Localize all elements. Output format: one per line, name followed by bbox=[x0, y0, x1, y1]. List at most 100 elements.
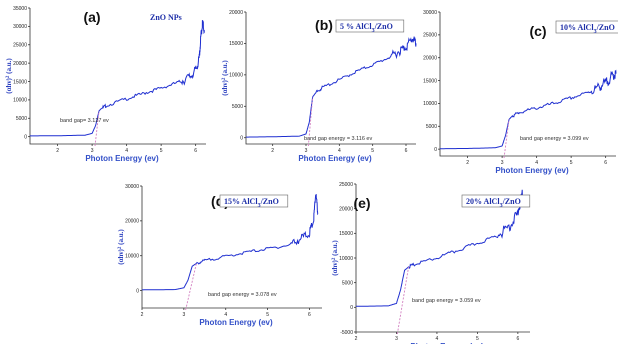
absorption-curve bbox=[30, 19, 205, 137]
sample-label: ZnO NPs bbox=[150, 13, 182, 22]
y-tick-label: 5000 bbox=[426, 124, 437, 130]
y-tick-label: -5000 bbox=[340, 330, 353, 336]
chart-svg: 2 3 4 5 6 0 5000 10000 15000 20000 Photon Energy (… bbox=[221, 10, 417, 163]
y-tick-label: 20000 bbox=[423, 56, 437, 62]
y-tick-label: 10000 bbox=[13, 98, 27, 104]
x-tick-label: 3 bbox=[182, 312, 185, 318]
x-tick-label: 5 bbox=[371, 148, 374, 154]
x-axis-label: Photon Energy (ev) bbox=[85, 154, 159, 163]
x-axis-label: Photon Energy (ev) bbox=[495, 166, 569, 175]
x-tick-label: 4 bbox=[125, 148, 128, 154]
panel-label: (e) bbox=[353, 195, 370, 211]
y-tick-label: 20000 bbox=[125, 219, 139, 225]
chart-svg: 2 3 4 5 6 0 5000 10000 15000 20000 25000 30000 Photo… bbox=[423, 10, 618, 175]
x-tick-label: 6 bbox=[194, 148, 197, 154]
y-tick-label: 0 bbox=[136, 288, 139, 294]
x-tick-label: 2 bbox=[355, 336, 358, 342]
x-tick-label: 4 bbox=[338, 148, 341, 154]
x-tick-label: 6 bbox=[516, 336, 519, 342]
x-axis-label: Photon Energy (ev) bbox=[298, 154, 372, 163]
band-gap-annotation: band gap energy = 3.059 ev bbox=[412, 298, 481, 304]
panel-label: (b) bbox=[315, 17, 333, 33]
sample-label-box bbox=[555, 20, 618, 34]
chart-svg: 2 3 4 5 6 0 5000 10000 15000 20000 25000 30000 35000… bbox=[5, 6, 206, 163]
sample-label-box bbox=[335, 19, 405, 33]
x-tick-label: 6 bbox=[308, 312, 311, 318]
panel-e: 2 3 4 5 6 -5000 0 5000 10000 15000 20000 25000 Photo… bbox=[318, 178, 538, 344]
x-tick-label: 2 bbox=[56, 148, 59, 154]
x-tick-label: 5 bbox=[160, 148, 163, 154]
x-axis-label: Photon Energy (ev) bbox=[410, 342, 484, 344]
x-tick-label: 2 bbox=[271, 148, 274, 154]
x-tick-label: 5 bbox=[476, 336, 479, 342]
chart-svg: 2 3 4 5 6 -5000 0 5000 10000 15000 20000 25000 Photo… bbox=[331, 182, 531, 344]
x-tick-label: 3 bbox=[305, 148, 308, 154]
panel-label: (c) bbox=[529, 23, 546, 39]
x-tick-label: 3 bbox=[91, 148, 94, 154]
y-tick-label: 20000 bbox=[229, 10, 243, 16]
y-tick-label: 5000 bbox=[16, 116, 27, 122]
y-tick-label: 30000 bbox=[13, 24, 27, 30]
sample-label-box bbox=[219, 194, 289, 208]
y-tick-label: 0 bbox=[350, 305, 353, 311]
panel-d: 2 3 4 5 6 0 10000 20000 30000 Photon Energy (ev) (… bbox=[108, 178, 328, 344]
axes bbox=[245, 12, 416, 145]
y-tick-label: 15000 bbox=[339, 231, 353, 237]
y-tick-label: 10000 bbox=[229, 73, 243, 79]
y-tick-label: 5000 bbox=[342, 280, 353, 286]
sample-label: 15% AlCl3/ZnO bbox=[224, 197, 279, 209]
y-tick-label: 5000 bbox=[232, 104, 243, 110]
absorption-curve bbox=[356, 189, 527, 307]
band-gap-extrapolation bbox=[94, 110, 100, 147]
band-gap-annotation: band gap energy = 3.099 ev bbox=[520, 136, 589, 142]
y-axis-label: (αhν)2 (a.u.) bbox=[117, 229, 125, 265]
absorption-curve bbox=[440, 69, 617, 150]
axes bbox=[439, 12, 616, 157]
y-tick-label: 15000 bbox=[423, 78, 437, 84]
y-tick-label: 20000 bbox=[339, 206, 353, 212]
x-tick-label: 5 bbox=[570, 160, 573, 166]
sample-label-box bbox=[461, 194, 531, 208]
y-tick-label: 0 bbox=[24, 134, 27, 140]
x-tick-label: 3 bbox=[395, 336, 398, 342]
y-axis-label: (αhν)2 (a.u.) bbox=[5, 58, 13, 94]
absorption-curve bbox=[246, 36, 417, 138]
panel-label: (a) bbox=[83, 9, 100, 25]
sample-label: 20% AlCl3/ZnO bbox=[466, 197, 521, 209]
panel-a: 2 3 4 5 6 0 5000 10000 15000 20000 25000 30000 35000… bbox=[0, 0, 212, 170]
panel-c: 2 3 4 5 6 0 5000 10000 15000 20000 25000 30000 Photo… bbox=[420, 8, 618, 175]
y-axis-label: (αhν)2 (a.u.) bbox=[331, 240, 339, 276]
x-tick-label: 4 bbox=[224, 312, 227, 318]
x-tick-label: 6 bbox=[604, 160, 607, 166]
axes bbox=[29, 8, 206, 145]
band-gap-extrapolation bbox=[396, 266, 410, 335]
band-gap-extrapolation bbox=[185, 263, 197, 311]
y-axis-label: (αhν)2 (a.u.) bbox=[221, 60, 229, 96]
panel-b: 2 3 4 5 6 0 5000 10000 15000 20000 Photon Energy (… bbox=[212, 4, 422, 172]
x-tick-label: 4 bbox=[535, 160, 538, 166]
sample-label: 5 % AlCl3/ZnO bbox=[340, 22, 393, 34]
band-gap-extrapolation bbox=[503, 119, 510, 159]
y-tick-label: 10000 bbox=[423, 101, 437, 107]
y-tick-label: 15000 bbox=[229, 41, 243, 47]
absorption-curve bbox=[141, 194, 319, 291]
x-axis-label: Photon Energy (ev) bbox=[199, 318, 273, 327]
y-tick-label: 0 bbox=[434, 147, 437, 153]
y-tick-label: 25000 bbox=[13, 43, 27, 49]
band-gap-annotation: band gap energy = 3.116 ev bbox=[304, 136, 372, 142]
x-tick-label: 2 bbox=[141, 312, 144, 318]
x-tick-label: 4 bbox=[436, 336, 439, 342]
x-tick-label: 2 bbox=[466, 160, 469, 166]
y-tick-label: 25000 bbox=[339, 182, 353, 188]
y-tick-label: 10000 bbox=[125, 254, 139, 260]
y-tick-label: 15000 bbox=[13, 79, 27, 85]
x-tick-label: 3 bbox=[501, 160, 504, 166]
band-gap-extrapolation bbox=[307, 96, 314, 147]
x-tick-label: 6 bbox=[405, 148, 408, 154]
chart-svg: 2 3 4 5 6 0 10000 20000 30000 Photon Energy (ev) (… bbox=[117, 184, 322, 327]
y-tick-label: 30000 bbox=[125, 184, 139, 190]
y-tick-label: 10000 bbox=[339, 256, 353, 262]
y-tick-label: 0 bbox=[240, 136, 243, 142]
sample-label: 10% AlCl3/ZnO bbox=[560, 23, 615, 35]
